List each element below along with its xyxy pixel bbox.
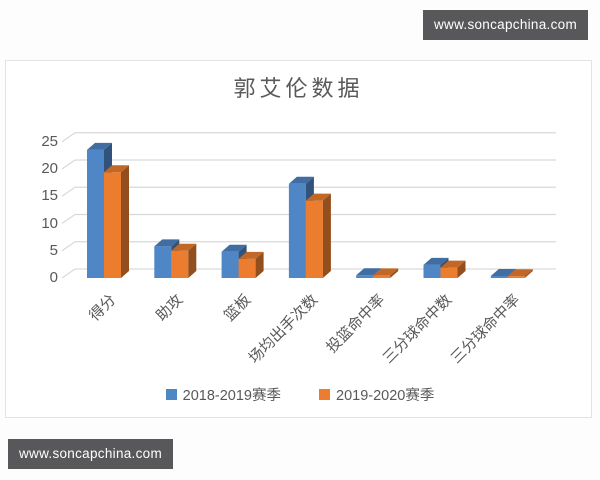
- watermark-bottom: www.soncapchina.com: [8, 439, 174, 469]
- y-tick-label-10: 10: [41, 214, 58, 232]
- y-tick-label-20: 20: [41, 160, 58, 177]
- legend-item-1: 2019-2020赛季: [319, 384, 434, 405]
- y-tick-label-0: 0: [49, 269, 58, 286]
- chart-title: 郭艾伦数据: [233, 76, 364, 101]
- legend-item-0: 2018-2019赛季: [165, 384, 281, 405]
- legend-swatch-0: [165, 389, 177, 400]
- y-tick-label-15: 15: [41, 187, 58, 205]
- y-tick-label-25: 25: [41, 132, 58, 150]
- legend-swatch-1: [319, 389, 330, 400]
- y-tick-label-5: 5: [49, 241, 58, 259]
- legend-label-0: 2018-2019赛季: [182, 388, 281, 404]
- chart-frame: 郭艾伦数据: [5, 60, 592, 418]
- legend-label-1: 2019-2020赛季: [336, 388, 435, 404]
- chart-legend: 2018-2019赛季 2019-2020赛季: [0, 384, 600, 405]
- watermark-top: www.soncapchina.com: [422, 10, 588, 40]
